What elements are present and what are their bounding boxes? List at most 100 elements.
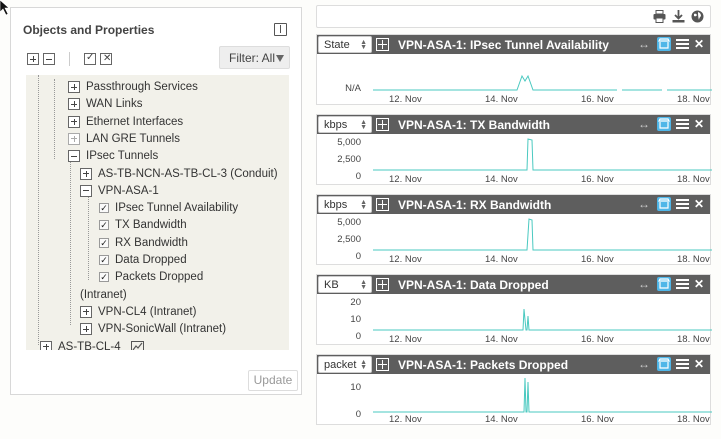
check-all-icon[interactable]: ✓	[84, 52, 96, 65]
tree-node[interactable]: AS-TB-CL-4	[40, 338, 144, 350]
add-icon[interactable]	[376, 278, 389, 291]
tree-node[interactable]: Ethernet Interfaces	[68, 113, 183, 131]
tree-node-label: Passthrough Services	[86, 81, 198, 93]
tree-node[interactable]: VPN-SonicWall (Intranet)	[80, 320, 226, 338]
store-icon[interactable]	[657, 277, 671, 291]
filter-dropdown[interactable]: Filter: All	[219, 46, 290, 69]
tree-guide-line	[88, 195, 89, 280]
tree-node-label: (Intranet)	[80, 288, 127, 301]
add-icon[interactable]	[376, 38, 389, 51]
resize-icon[interactable]: ↔	[638, 357, 650, 371]
resize-icon[interactable]: ↔	[638, 277, 650, 291]
expand-all-icon[interactable]	[27, 53, 39, 65]
tree-node[interactable]: ✓ Data Dropped	[99, 251, 187, 269]
widget-header: KB ▲ ▼ VPN-ASA-1: Data Dropped ↔ ✕	[317, 275, 710, 294]
tree-node[interactable]: VPN-ASA-1	[80, 182, 159, 200]
tree-node[interactable]: WAN Links	[68, 95, 142, 113]
add-icon[interactable]	[376, 358, 389, 371]
tree-node[interactable]: ✓ IPsec Tunnel Availability	[99, 199, 238, 217]
tree-node[interactable]: ✓ RX Bandwidth	[99, 234, 188, 252]
resize-icon[interactable]: ↔	[638, 117, 650, 131]
menu-icon[interactable]	[676, 37, 689, 51]
close-icon[interactable]: ✕	[694, 37, 705, 51]
globe-icon[interactable]	[691, 10, 704, 23]
metric-checkbox[interactable]: ✓	[99, 255, 109, 265]
collapse-panel-icon[interactable]	[274, 23, 287, 36]
tree-node[interactable]: ✓ TX Bandwidth	[99, 216, 187, 234]
close-icon[interactable]: ✕	[694, 277, 705, 291]
metric-checkbox[interactable]: ✓	[99, 272, 109, 283]
collapse-all-icon[interactable]	[43, 53, 55, 65]
x-tick-label: 16. Nov	[581, 334, 614, 345]
expand-node-icon[interactable]	[80, 305, 92, 318]
tree-node[interactable]: VPN-CL4 (Intranet)	[80, 303, 196, 321]
x-tick-label: 18. Nov	[677, 334, 710, 345]
tree-node-label: AS-TB-NCN-AS-TB-CL-3 (Conduit)	[98, 167, 278, 180]
download-icon[interactable]	[672, 10, 685, 23]
tree-node-label: VPN-SonicWall (Intranet)	[98, 323, 227, 336]
update-button[interactable]: Update	[248, 370, 298, 391]
metric-checkbox[interactable]: ✓	[99, 203, 109, 214]
unit-select[interactable]: kbps ▲ ▼	[318, 196, 372, 213]
add-icon[interactable]	[376, 118, 389, 131]
tree-node[interactable]: Passthrough Services	[68, 78, 198, 96]
series-line	[373, 218, 712, 251]
expand-node-icon[interactable]	[68, 132, 80, 145]
menu-icon[interactable]	[676, 197, 689, 211]
chart-icon[interactable]	[130, 341, 144, 350]
expand-node-icon[interactable]	[68, 115, 80, 128]
x-tick-label: 16. Nov	[581, 254, 614, 265]
panel-title: Objects and Properties	[23, 23, 155, 37]
print-icon[interactable]	[653, 10, 666, 23]
chart-widget: kbps ▲ ▼ VPN-ASA-1: RX Bandwidth ↔ ✕	[316, 194, 712, 266]
menu-icon[interactable]	[676, 357, 689, 371]
series-line	[373, 308, 712, 331]
close-icon[interactable]: ✕	[694, 197, 705, 211]
close-icon[interactable]: ✕	[694, 117, 705, 131]
y-tick-label: 20	[350, 297, 361, 308]
x-tick-label: 14. Nov	[485, 414, 518, 425]
y-tick-label: 5,000	[337, 217, 361, 228]
menu-icon[interactable]	[676, 277, 689, 291]
series-line	[373, 138, 712, 171]
expand-node-icon[interactable]	[68, 81, 80, 93]
series-line	[373, 74, 712, 91]
tree-node[interactable]: ✓ Packets Dropped	[99, 268, 203, 286]
store-icon[interactable]	[657, 197, 671, 211]
expand-node-icon[interactable]	[68, 98, 80, 111]
unit-select[interactable]: kbps ▲ ▼	[318, 116, 372, 133]
tree-node[interactable]: IPsec Tunnels	[68, 147, 158, 165]
widget-title: VPN-ASA-1: Data Dropped	[398, 278, 549, 292]
expand-node-icon[interactable]	[40, 340, 52, 350]
add-icon[interactable]	[376, 198, 389, 211]
expand-node-icon[interactable]	[80, 167, 92, 180]
updown-arrow-icon: ▲ ▼	[360, 39, 367, 51]
chart-toolbar	[316, 5, 711, 28]
tree-node[interactable]: LAN GRE Tunnels	[68, 130, 180, 148]
metric-checkbox[interactable]: ✓	[99, 237, 109, 248]
metric-checkbox[interactable]: ✓	[99, 220, 109, 231]
unit-select[interactable]: packet ▲ ▼	[318, 356, 372, 373]
collapse-node-icon[interactable]	[68, 150, 80, 163]
unit-value: State	[324, 39, 350, 51]
updown-arrow-icon: ▲ ▼	[360, 359, 367, 371]
unit-select[interactable]: State ▲ ▼	[318, 36, 372, 53]
uncheck-all-icon[interactable]: ✕	[100, 53, 112, 65]
tree-node[interactable]: AS-TB-NCN-AS-TB-CL-3 (Conduit)	[80, 165, 278, 183]
chart-widget: kbps ▲ ▼ VPN-ASA-1: TX Bandwidth ↔ ✕	[316, 114, 712, 185]
x-tick-label: 18. Nov	[677, 254, 710, 265]
resize-icon[interactable]: ↔	[638, 37, 650, 51]
unit-select[interactable]: KB ▲ ▼	[318, 276, 372, 293]
sparkline-plot: 5,000 2,500 0 12. Nov 14. Nov 16. Nov 18. Nov	[317, 214, 712, 266]
store-icon[interactable]	[657, 117, 671, 131]
store-icon[interactable]	[657, 357, 671, 371]
menu-icon[interactable]	[676, 117, 689, 131]
close-icon[interactable]: ✕	[694, 357, 705, 371]
store-icon[interactable]	[657, 37, 671, 51]
expand-node-icon[interactable]	[80, 323, 92, 336]
tree-node-label: VPN-CL4 (Intranet)	[98, 305, 197, 318]
resize-icon[interactable]: ↔	[638, 197, 650, 211]
unit-value: kbps	[324, 119, 348, 131]
collapse-node-icon[interactable]	[80, 184, 92, 197]
tree-guide-line	[70, 160, 71, 325]
